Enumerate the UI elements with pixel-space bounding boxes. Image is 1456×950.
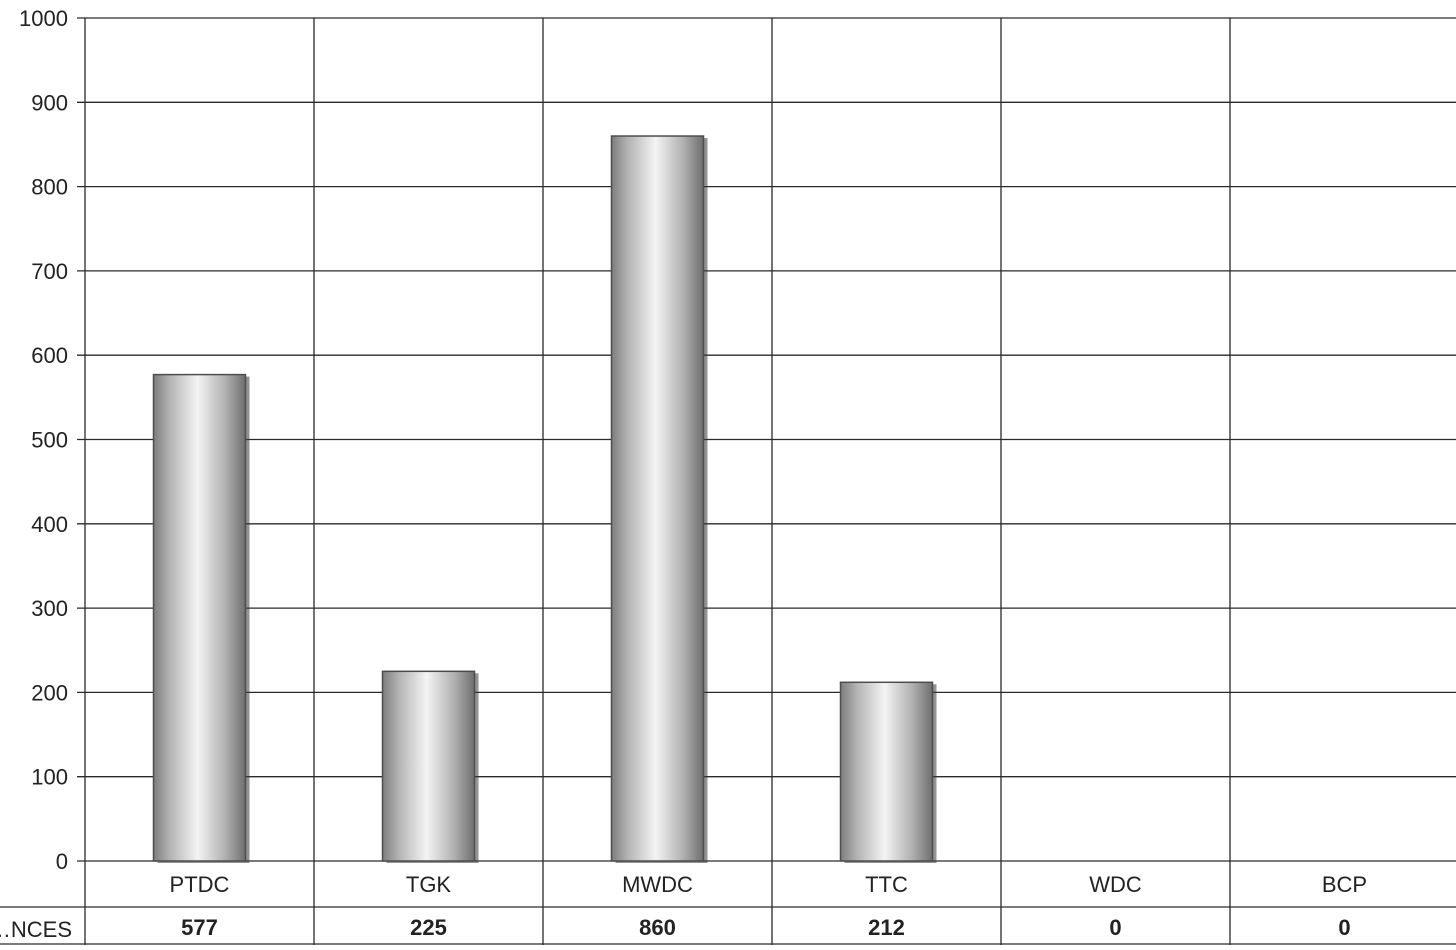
y-tick-label: 1000	[19, 6, 68, 31]
y-axis: 0 100 200 300 400 500 600 700 800 900 1000	[19, 6, 68, 874]
bar-mwdc	[610, 135, 705, 862]
bar-ttc	[839, 681, 934, 862]
y-tick-label: 700	[31, 259, 68, 284]
y-tick-label: 400	[31, 512, 68, 537]
category-label: TGK	[406, 872, 452, 897]
y-tick-label: 0	[56, 849, 68, 874]
y-tick-label: 100	[31, 765, 68, 790]
category-label: BCP	[1322, 872, 1367, 897]
data-label: 0	[1338, 915, 1350, 940]
y-tick-label: 900	[31, 90, 68, 115]
category-label: WDC	[1089, 872, 1142, 897]
bars	[152, 135, 937, 863]
data-label: 860	[639, 915, 676, 940]
category-label: MWDC	[622, 872, 693, 897]
data-label: 0	[1109, 915, 1121, 940]
category-label: TTC	[865, 872, 908, 897]
y-tick-label: 500	[31, 428, 68, 453]
y-tick-label: 200	[31, 680, 68, 705]
y-tick-label: 800	[31, 175, 68, 200]
table-row-label: …NCES	[0, 917, 72, 942]
y-tick-label: 300	[31, 596, 68, 621]
bar-ptdc	[152, 373, 247, 862]
data-label: 225	[410, 915, 447, 940]
category-label: PTDC	[170, 872, 230, 897]
data-label: 212	[868, 915, 905, 940]
y-tick-label: 600	[31, 343, 68, 368]
bar-tgk	[381, 670, 476, 862]
data-label: 577	[181, 915, 218, 940]
gridlines	[77, 17, 1456, 945]
data-table: PTDC TGK MWDC TTC WDC BCP …NCES 577 225 860 212 0 0	[0, 872, 1456, 945]
